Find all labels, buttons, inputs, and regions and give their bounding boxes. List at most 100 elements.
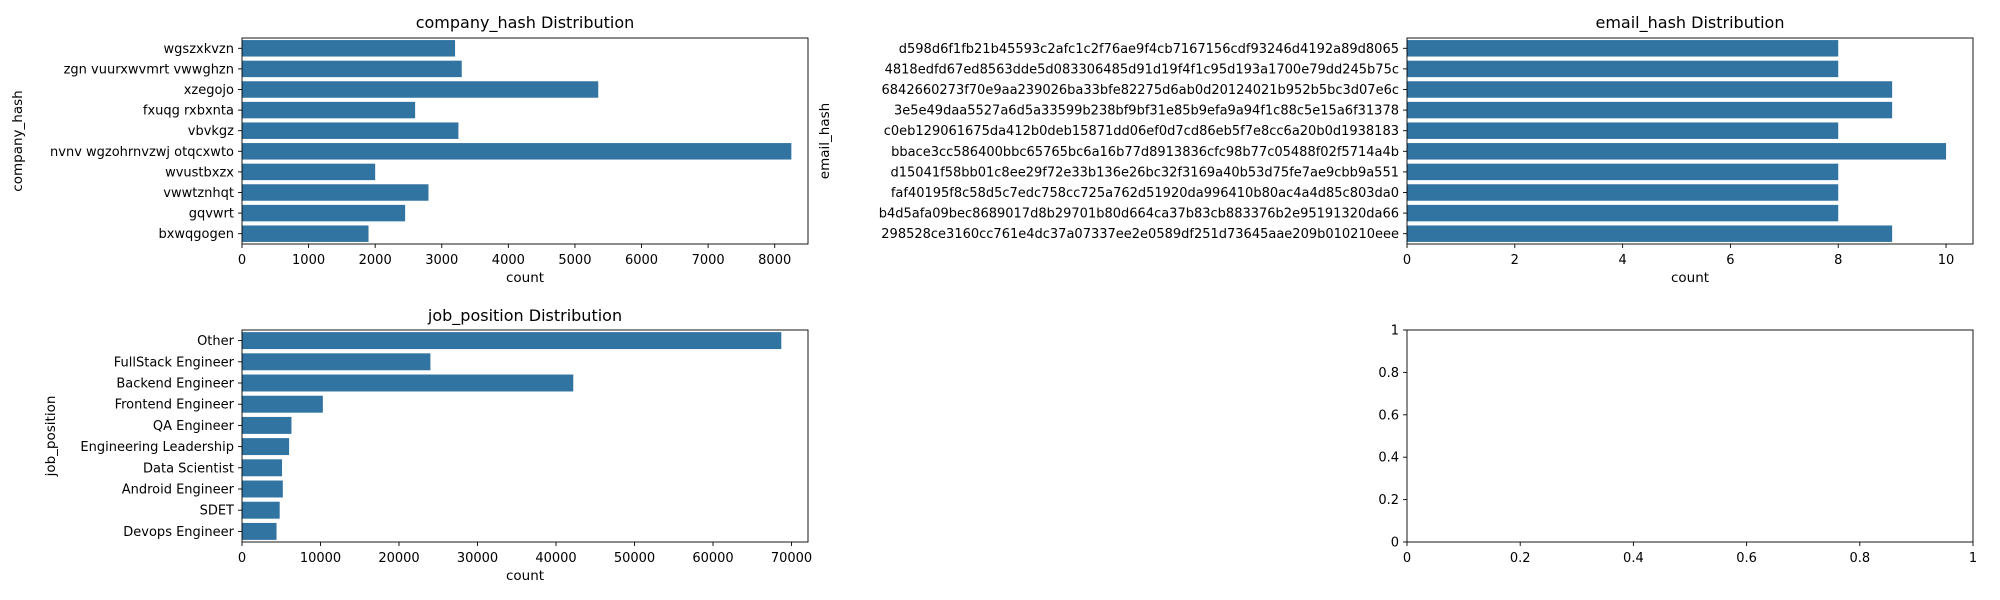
bar <box>242 40 456 57</box>
y-tick-label: xzegojo <box>184 83 234 98</box>
y-tick-label: 1 <box>1391 324 1399 339</box>
bar <box>242 501 280 519</box>
bar <box>1407 163 1839 181</box>
x-tick-label: 8 <box>1834 253 1842 268</box>
x-tick-label: 6 <box>1726 253 1734 268</box>
bar <box>1407 225 1893 242</box>
x-tick-label: 0 <box>238 253 246 268</box>
y-tick-label: bxwqgogen <box>158 227 234 242</box>
y-tick-label: Engineering Leadership <box>80 440 234 455</box>
x-tick-label: 0 <box>238 551 246 566</box>
y-tick-label: 0.2 <box>1378 493 1399 508</box>
y-tick-label: 3e5e49daa5527a6d5a33599b238bf9bf31e85b9e… <box>894 104 1399 119</box>
bar <box>242 60 462 78</box>
x-tick-label: 0.6 <box>1736 551 1757 566</box>
bar <box>1407 204 1839 222</box>
plot-frame <box>241 329 809 543</box>
y-tick-label: 0.4 <box>1378 451 1399 466</box>
y-tick-label: 6842660273f70e9aa239026ba33bfe82275d6ab0… <box>882 83 1400 98</box>
y-tick-label: 298528ce3160cc761e4dc37a07337ee2e0589df2… <box>881 227 1399 242</box>
y-tick-label: nvnv wgzohrnvzwj otqcxwto <box>50 145 234 160</box>
y-tick-label: 4818edfd67ed8563dde5d083306485d91d19f4f1… <box>885 62 1399 77</box>
y-tick-label: b4d5afa09bec8689017d8b29701b80d664ca37b8… <box>879 207 1399 222</box>
x-tick-label: 70000 <box>771 551 812 566</box>
bar <box>242 374 574 392</box>
y-tick-label: Other <box>197 334 235 349</box>
bar <box>242 122 459 139</box>
bar <box>1407 101 1893 119</box>
y-tick-label: d598d6f1fb21b45593c2afc1c2f76ae9f4cb7167… <box>899 42 1399 57</box>
x-tick-label: 7000 <box>692 253 725 268</box>
x-tick-label: 4 <box>1618 253 1626 268</box>
x-tick-label: 6000 <box>625 253 658 268</box>
y-tick-label: bbace3cc586400bbc65765bc6a16b77d8913836c… <box>891 145 1399 160</box>
bar <box>1407 40 1839 57</box>
bar <box>1407 184 1839 201</box>
x-tick-label: 2000 <box>359 253 392 268</box>
bar <box>242 395 323 413</box>
y-axis-label: email_hash <box>817 103 833 179</box>
y-tick-label: Devops Engineer <box>123 525 234 540</box>
plot-frame <box>1406 37 1974 245</box>
bar <box>242 480 283 498</box>
y-tick-label: vwwtznhqt <box>163 186 234 201</box>
x-tick-label: 10000 <box>300 551 341 566</box>
y-tick-label: c0eb129061675da412b0deb15871dd06ef0d7cd8… <box>884 124 1399 139</box>
bar <box>242 184 429 201</box>
bar <box>242 353 431 371</box>
bar <box>1407 143 1947 160</box>
x-tick-label: 2 <box>1511 253 1519 268</box>
y-tick-label: d15041f58bb01c8ee29f72e33b136e26bc32f316… <box>891 165 1399 180</box>
x-tick-label: 3000 <box>425 253 458 268</box>
x-tick-label: 5000 <box>558 253 591 268</box>
bar <box>242 522 277 540</box>
y-tick-label: 0.6 <box>1378 408 1399 423</box>
y-tick-label: 0 <box>1391 536 1399 551</box>
x-tick-label: 1000 <box>292 253 325 268</box>
y-axis-label: job_position <box>43 396 59 478</box>
y-tick-label: vbvkgz <box>188 124 234 139</box>
y-tick-label: Frontend Engineer <box>115 398 235 413</box>
bar <box>1407 122 1839 139</box>
x-tick-label: 0.4 <box>1623 551 1644 566</box>
chart-2: d598d6f1fb21b45593c2afc1c2f76ae9f4cb7167… <box>817 13 1974 286</box>
bar <box>242 438 290 456</box>
x-tick-label: 0 <box>1403 253 1411 268</box>
y-tick-label: Android Engineer <box>122 483 235 498</box>
bar <box>242 225 369 242</box>
x-tick-label: 1 <box>1969 551 1977 566</box>
chart-title: company_hash Distribution <box>416 13 635 33</box>
y-tick-label: zgn vuurxwvmrt vwwghzn <box>64 62 234 77</box>
x-tick-label: 40000 <box>535 551 576 566</box>
x-tick-label: 4000 <box>492 253 525 268</box>
bar <box>242 81 599 98</box>
y-tick-label: QA Engineer <box>153 419 235 434</box>
plot-frame <box>241 37 809 245</box>
y-tick-label: Backend Engineer <box>116 377 234 392</box>
bar <box>1407 81 1893 98</box>
x-axis-label: count <box>506 270 544 286</box>
x-tick-label: 60000 <box>692 551 733 566</box>
bar <box>242 204 406 222</box>
bar <box>242 143 792 160</box>
chart-1: wgszxkvzn zgn vuurxwvmrt vwwghzn xzegojo fx… <box>10 13 809 286</box>
x-tick-label: 50000 <box>614 551 655 566</box>
x-tick-label: 20000 <box>378 551 419 566</box>
chart-title: email_hash Distribution <box>1596 13 1785 33</box>
x-axis-label: count <box>506 568 544 584</box>
x-tick-label: 10 <box>1938 253 1955 268</box>
bar <box>242 163 376 181</box>
bar <box>1407 60 1839 78</box>
x-tick-label: 0 <box>1403 551 1411 566</box>
x-axis-label: count <box>1671 270 1709 286</box>
y-tick-label: 0.8 <box>1378 366 1399 381</box>
x-tick-label: 30000 <box>457 551 498 566</box>
plot-frame <box>1406 329 1974 543</box>
x-tick-label: 0.8 <box>1849 551 1870 566</box>
chart-3: Other FullStack Engineer Backend Engineer F… <box>43 306 812 584</box>
y-tick-label: wvustbxzx <box>165 165 234 180</box>
chart-4: 0 0.2 0.4 0.6 0.8 1 0 0.2 0.4 0.6 0.8 1 <box>1378 324 1977 567</box>
y-tick-label: Data Scientist <box>143 461 234 476</box>
y-tick-label: fxuqg rxbxnta <box>143 104 234 119</box>
